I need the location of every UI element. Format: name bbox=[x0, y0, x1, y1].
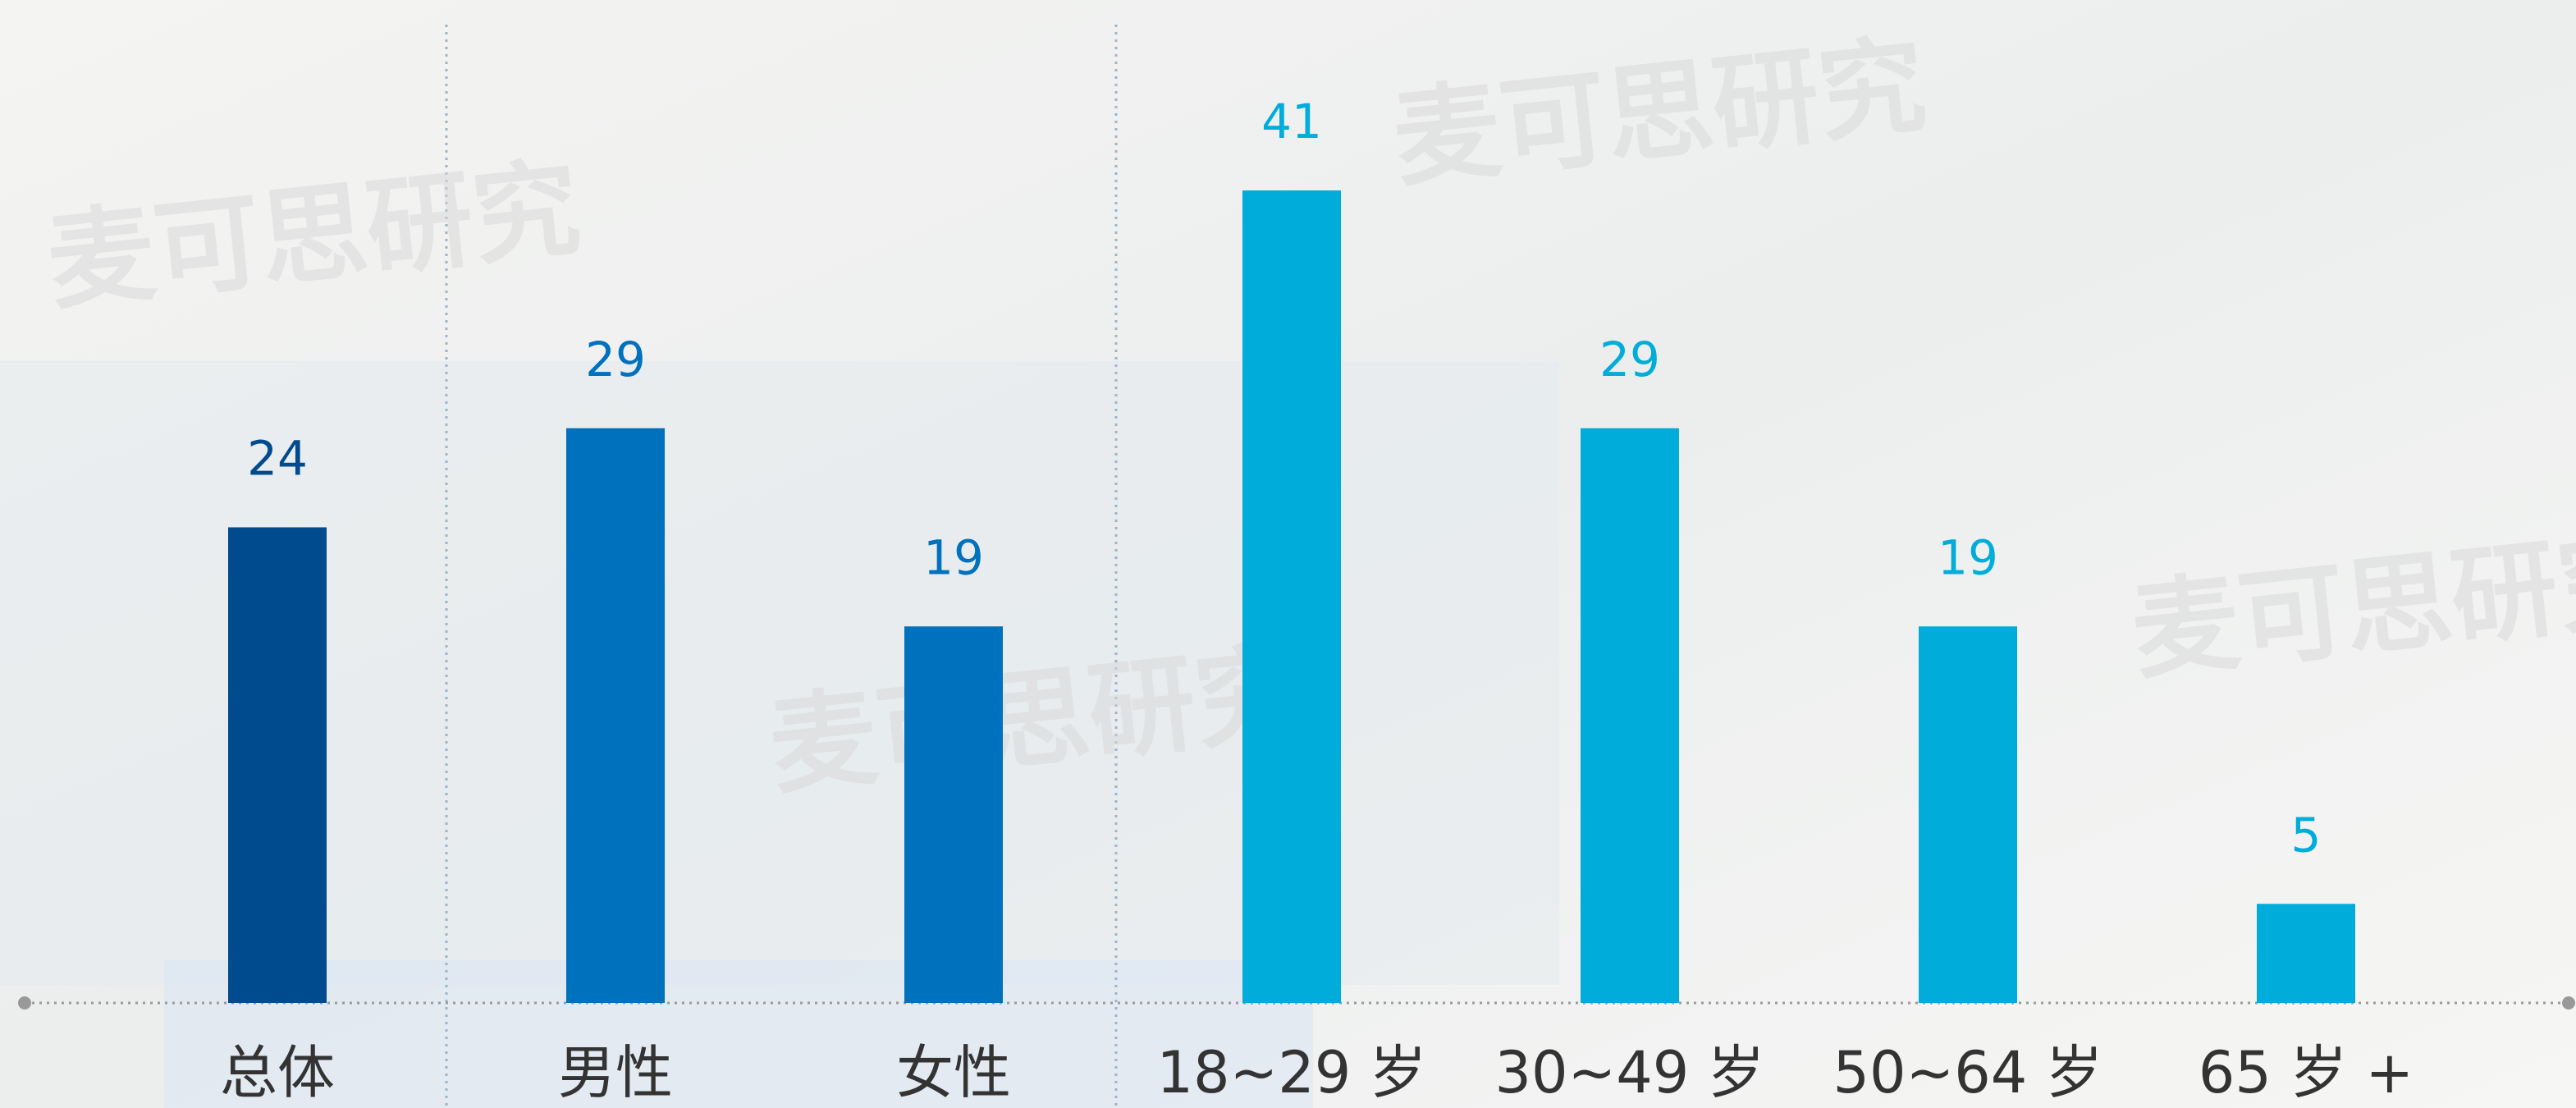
bar bbox=[1581, 428, 1679, 1003]
value-label: 29 bbox=[585, 332, 646, 387]
bar bbox=[566, 428, 665, 1003]
x-tick-label: 男性 bbox=[558, 1039, 673, 1106]
x-tick-label: 18~29 岁 bbox=[1156, 1039, 1426, 1106]
x-tick-label: 30~49 岁 bbox=[1494, 1039, 1764, 1106]
bar bbox=[2257, 904, 2355, 1003]
value-label: 5 bbox=[2291, 807, 2322, 863]
x-tick-label: 总体 bbox=[220, 1039, 335, 1106]
backdrop-keyboard bbox=[164, 960, 1313, 1108]
bar bbox=[1919, 626, 2017, 1003]
bar bbox=[1242, 190, 1341, 1003]
value-label: 19 bbox=[1938, 529, 1998, 585]
x-tick-label: 女性 bbox=[896, 1039, 1011, 1106]
bar bbox=[228, 527, 327, 1003]
bar bbox=[904, 626, 1003, 1003]
value-label: 29 bbox=[1599, 332, 1660, 387]
x-tick-label: 65 岁 + bbox=[2199, 1039, 2414, 1106]
value-label: 24 bbox=[247, 431, 308, 487]
value-label: 41 bbox=[1261, 94, 1322, 149]
baseline-end bbox=[2562, 996, 2575, 1010]
baseline-end bbox=[18, 996, 31, 1010]
value-label: 19 bbox=[923, 529, 984, 585]
x-tick-label: 50~64 岁 bbox=[1832, 1039, 2102, 1106]
